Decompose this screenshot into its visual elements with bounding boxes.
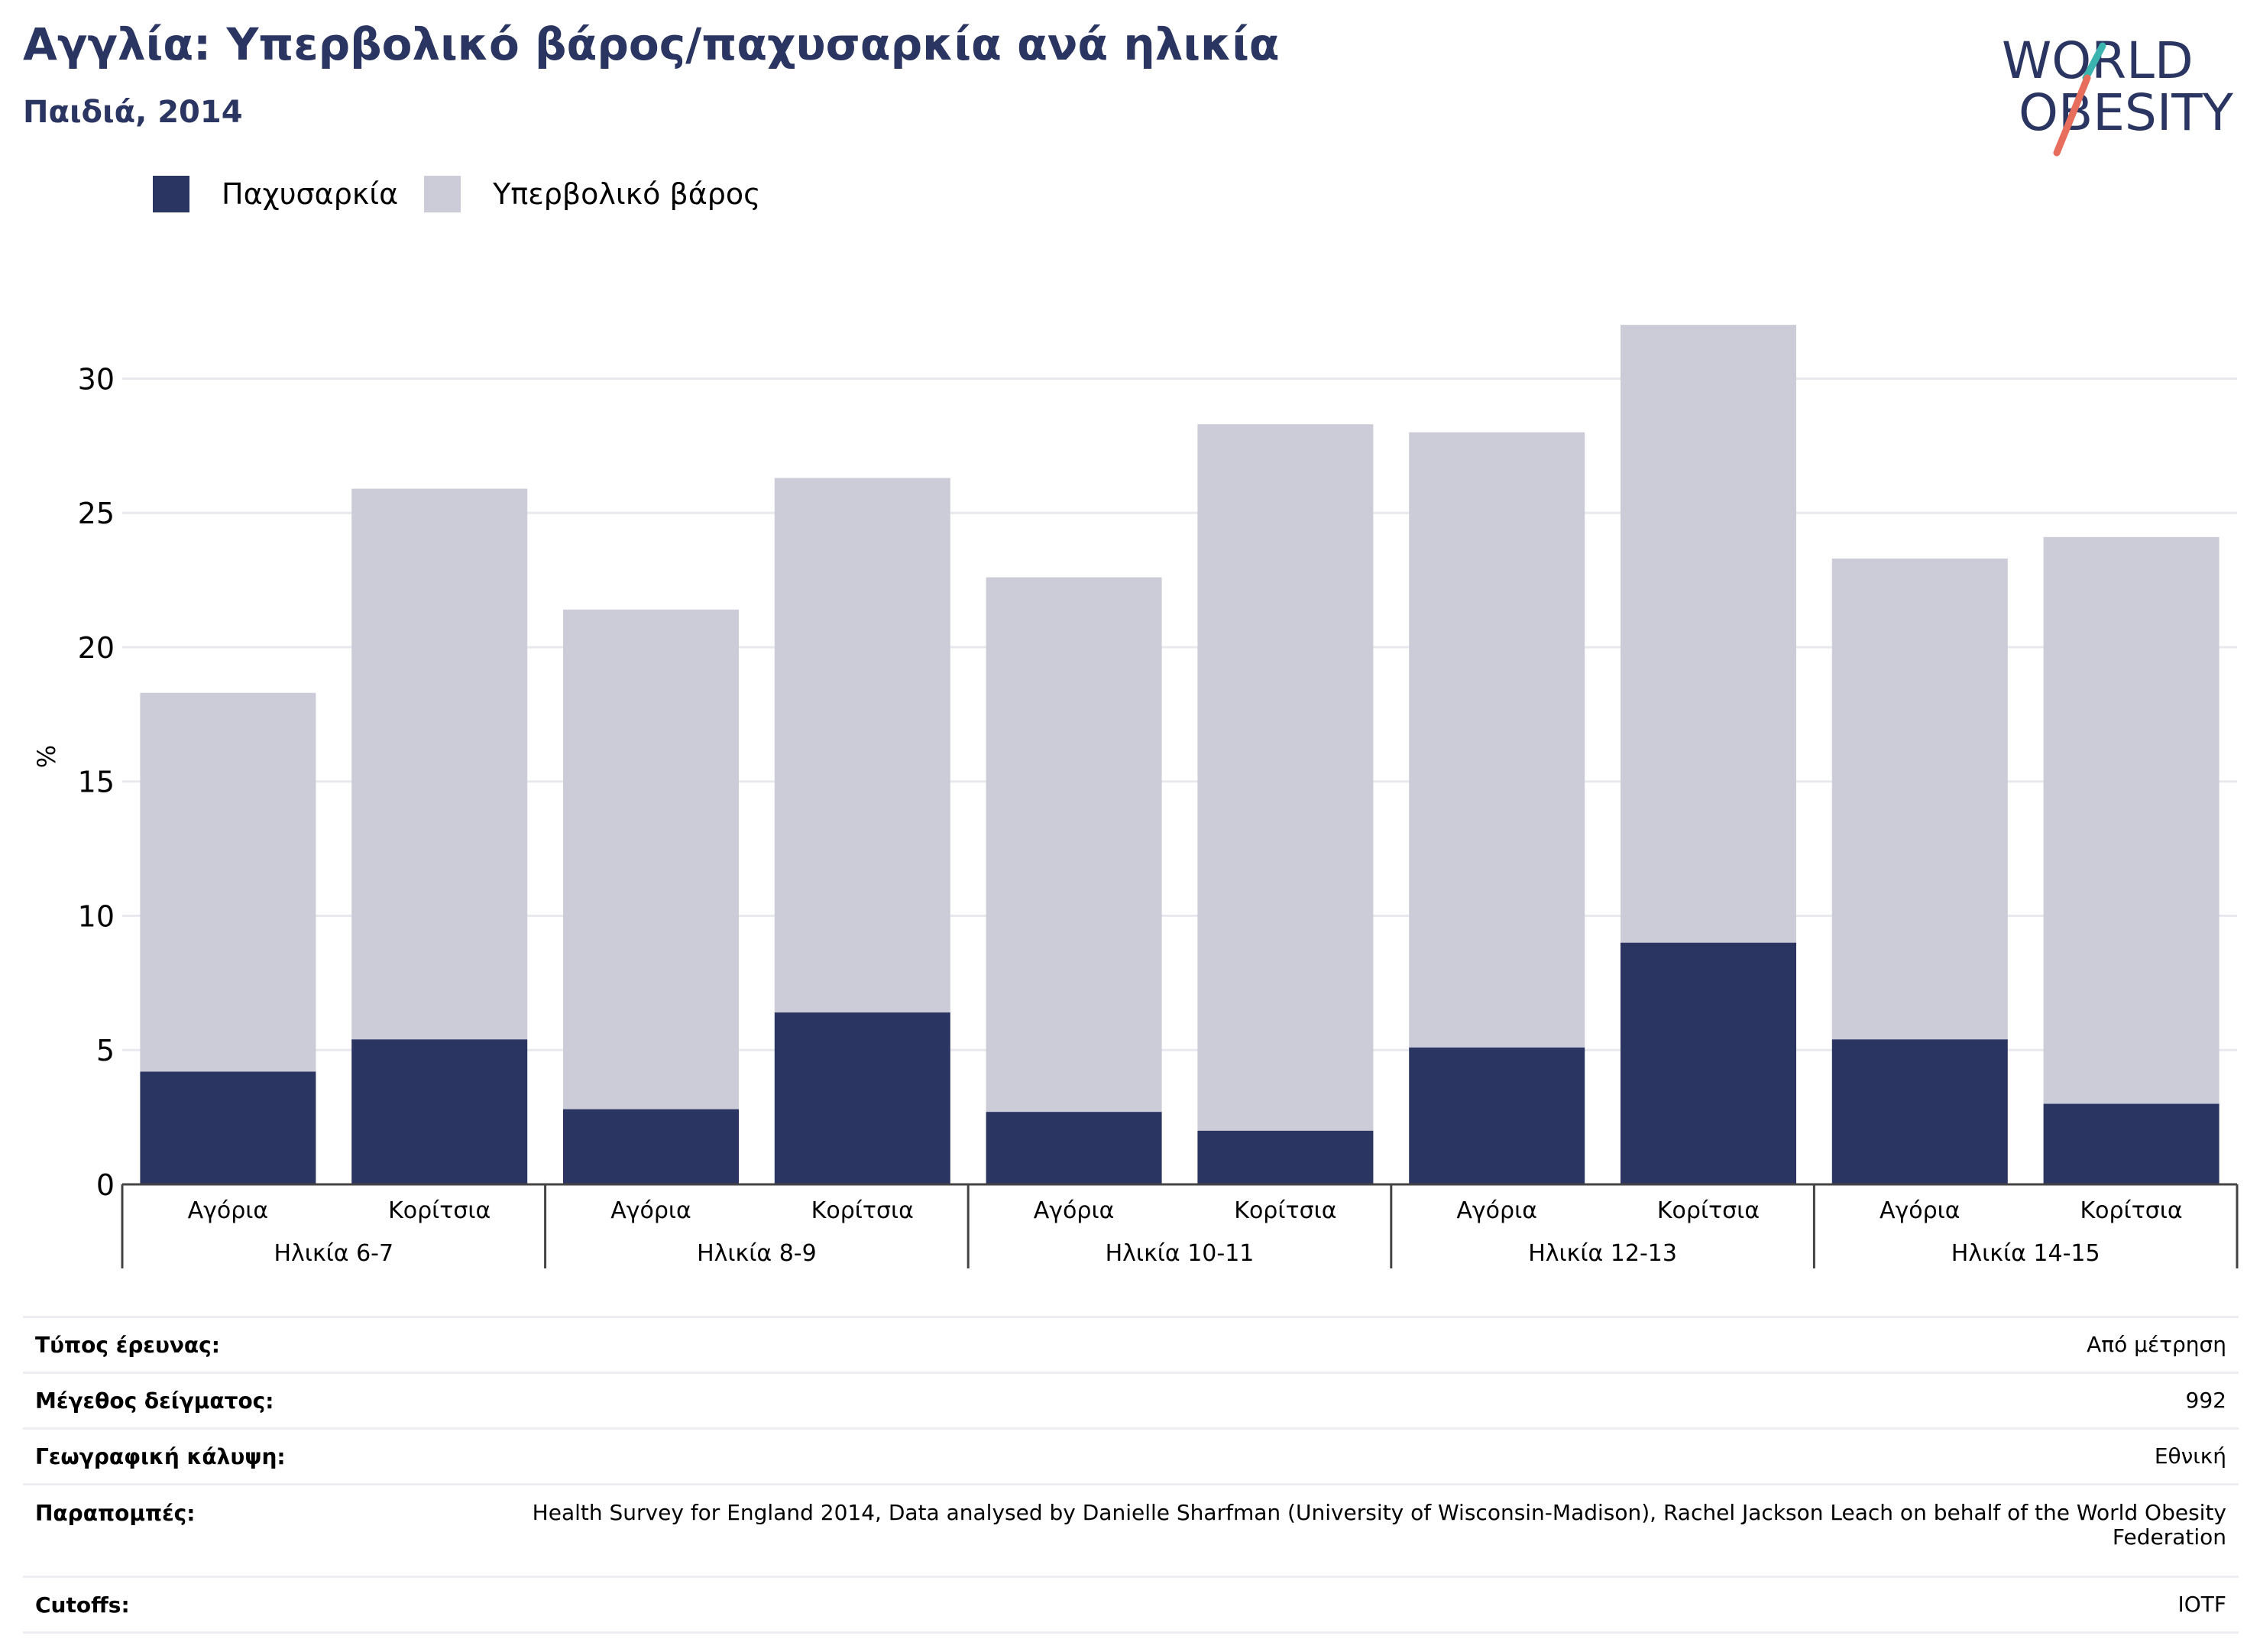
bar-obesity bbox=[563, 1109, 739, 1184]
info-row: Παραπομπές: Health Survey for England 20… bbox=[23, 1484, 2239, 1577]
bar-overweight bbox=[1831, 558, 2008, 1040]
info-key: Παραπομπές: bbox=[35, 1501, 196, 1526]
info-key: Τύπος έρευνας: bbox=[35, 1332, 220, 1358]
info-value: 992 bbox=[2185, 1388, 2226, 1413]
y-tick-label: 20 bbox=[78, 631, 115, 665]
bar-obesity bbox=[140, 1071, 316, 1184]
info-key: Γεωγραφική κάλυψη: bbox=[35, 1443, 286, 1469]
info-value: Εθνική bbox=[2154, 1443, 2226, 1469]
y-tick-label: 0 bbox=[96, 1168, 115, 1202]
bar-obesity bbox=[1197, 1130, 1374, 1184]
bar-obesity bbox=[1831, 1039, 2008, 1184]
x-tick-label: Αγόρια bbox=[1880, 1197, 1961, 1224]
bar-overweight bbox=[774, 478, 950, 1013]
logo-slash-coral bbox=[2053, 74, 2091, 157]
info-value: Από μέτρηση bbox=[2087, 1332, 2226, 1357]
bar-obesity bbox=[1621, 942, 1796, 1184]
y-tick-label: 30 bbox=[78, 362, 115, 396]
survey-info-table: Τύπος έρευνας: Από μέτρηση Μέγεθος δείγμ… bbox=[23, 1316, 2239, 1634]
x-group-label: Ηλικία 6-7 bbox=[274, 1240, 393, 1267]
x-tick-label: Αγόρια bbox=[610, 1197, 691, 1224]
info-row: Γεωγραφική κάλυψη: Εθνική bbox=[23, 1428, 2239, 1485]
x-tick-label: Αγόρια bbox=[1456, 1197, 1537, 1224]
x-tick-label: Κορίτσια bbox=[388, 1197, 491, 1224]
info-value: IOTF bbox=[2177, 1592, 2226, 1617]
x-group-label: Ηλικία 10-11 bbox=[1106, 1240, 1255, 1267]
bar-obesity bbox=[1409, 1047, 1585, 1184]
legend-item-overweight: Υπερβολικό βάρος bbox=[424, 176, 760, 212]
page-subtitle: Παιδιά, 2014 bbox=[23, 95, 243, 130]
bar-overweight bbox=[351, 488, 528, 1040]
page-title: Αγγλία: Υπερβολικό βάρος/παχυσαρκία ανά … bbox=[23, 18, 1280, 70]
info-row: Μέγεθος δείγματος: 992 bbox=[23, 1372, 2239, 1429]
y-tick-label: 15 bbox=[78, 766, 115, 799]
info-key: Cutoffs: bbox=[35, 1592, 130, 1618]
stacked-bar-chart: 0 5 10 15 20 25 30% Αγόρια Κορίτσια Αγόρια Κορίτσι… bbox=[32, 325, 2239, 1268]
legend-label-overweight: Υπερβολικό βάρος bbox=[493, 177, 761, 211]
logo-text-obesity: OBESITY bbox=[2019, 83, 2234, 142]
y-axis-label: % bbox=[32, 745, 61, 768]
bar-overweight bbox=[140, 692, 316, 1072]
y-tick-label: 5 bbox=[96, 1034, 115, 1067]
bar-obesity bbox=[2043, 1103, 2220, 1184]
bar-obesity bbox=[986, 1112, 1162, 1184]
legend-label-obesity: Παχυσαρκία bbox=[222, 177, 399, 211]
bar-obesity bbox=[351, 1039, 528, 1184]
bar-overweight bbox=[1409, 432, 1585, 1048]
x-tick-label: Κορίτσια bbox=[1657, 1197, 1760, 1224]
info-key: Μέγεθος δείγματος: bbox=[35, 1388, 274, 1414]
info-row: Τύπος έρευνας: Από μέτρηση bbox=[23, 1317, 2239, 1373]
legend-item-obesity: Παχυσαρκία bbox=[153, 176, 398, 212]
x-tick-label: Κορίτσια bbox=[1234, 1197, 1336, 1224]
info-row: Cutoffs: IOTF bbox=[23, 1576, 2239, 1633]
world-obesity-logo: WORLD OBESITY bbox=[2002, 31, 2234, 157]
x-tick-label: Αγόρια bbox=[188, 1197, 269, 1224]
x-tick-label: Αγόρια bbox=[1034, 1197, 1115, 1224]
bar-overweight bbox=[2043, 536, 2220, 1104]
legend-swatch-obesity bbox=[153, 176, 189, 212]
bar-overweight bbox=[1197, 424, 1374, 1131]
legend-swatch-overweight bbox=[424, 176, 461, 212]
logo-slash-teal bbox=[2082, 42, 2106, 82]
x-tick-label: Κορίτσια bbox=[811, 1197, 914, 1224]
bar-overweight bbox=[986, 577, 1162, 1113]
x-group-label: Ηλικία 14-15 bbox=[1951, 1240, 2100, 1267]
y-tick-label: 25 bbox=[78, 497, 115, 530]
bar-overweight bbox=[1621, 325, 1796, 943]
legend: Παχυσαρκία Υπερβολικό βάρος bbox=[153, 176, 786, 212]
bar-overweight bbox=[563, 609, 739, 1109]
info-value: Health Survey for England 2014, Data ana… bbox=[532, 1500, 2226, 1550]
x-group-label: Ηλικία 8-9 bbox=[697, 1240, 817, 1267]
y-tick-label: 10 bbox=[78, 899, 115, 933]
x-tick-label: Κορίτσια bbox=[2080, 1197, 2182, 1224]
bar-obesity bbox=[774, 1012, 950, 1184]
x-group-label: Ηλικία 12-13 bbox=[1528, 1240, 1677, 1267]
